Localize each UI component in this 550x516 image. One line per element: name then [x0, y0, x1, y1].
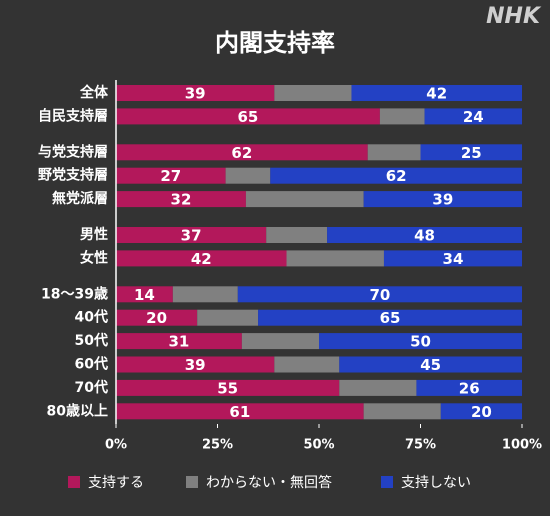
bar-segment	[245, 191, 364, 208]
data-label: 65	[380, 309, 401, 327]
bar-segment	[258, 309, 522, 326]
legend-swatch	[186, 476, 198, 488]
data-label: 50	[410, 333, 431, 351]
chart-title: 内閣支持率	[215, 29, 335, 57]
data-label: 65	[238, 108, 259, 126]
y-tick-label: 男性	[80, 226, 108, 243]
bar-segment	[363, 191, 522, 208]
data-label: 20	[146, 309, 167, 327]
y-tick-label: 70代	[75, 379, 108, 396]
bar-segment	[274, 356, 340, 373]
y-tick-label: 無党派層	[52, 190, 108, 207]
legend-label: 支持しない	[401, 475, 471, 491]
data-label: 39	[185, 356, 206, 374]
y-tick-label: 40代	[75, 309, 108, 326]
x-tick-label: 50%	[303, 438, 334, 453]
bar-segment	[116, 379, 340, 396]
bar-segment	[116, 250, 287, 267]
y-tick-label: 野党支持層	[38, 167, 108, 184]
bar-segment	[383, 250, 522, 267]
data-label: 37	[181, 227, 202, 245]
bar-segment	[116, 286, 173, 303]
legend-label: 支持する	[88, 475, 144, 491]
data-label: 32	[171, 191, 192, 209]
data-label: 42	[191, 250, 212, 268]
data-label: 55	[217, 379, 238, 397]
data-label: 62	[231, 144, 252, 162]
bar-segment	[116, 309, 198, 326]
legend-label: わからない・無回答	[206, 474, 332, 491]
x-tick-label: 100%	[502, 438, 542, 453]
data-label: 61	[229, 403, 250, 421]
bar-segment	[416, 379, 522, 396]
bar-segment	[116, 333, 242, 350]
data-label: 14	[134, 286, 155, 304]
bar-segment	[197, 309, 259, 326]
bar-segment	[241, 333, 319, 350]
y-tick-label: 50代	[75, 332, 108, 349]
y-tick-label: 与党支持層	[38, 143, 108, 160]
x-tick-label: 0%	[105, 438, 127, 453]
y-tick-label: 女性	[80, 249, 108, 266]
data-label: 26	[459, 379, 480, 397]
x-tick-label: 75%	[405, 438, 436, 453]
data-label: 48	[414, 227, 435, 245]
data-label: 27	[160, 167, 181, 185]
legend-swatch	[381, 476, 393, 488]
data-label: 25	[461, 144, 482, 162]
bar-segment	[116, 191, 246, 208]
bar-segment	[116, 85, 275, 101]
bar-segment	[225, 167, 271, 184]
y-tick-label: 80歳以上	[47, 402, 108, 419]
bar-segment	[339, 379, 417, 396]
data-label: 70	[369, 286, 390, 304]
bar-segment	[270, 167, 522, 184]
bar-segment	[367, 144, 421, 161]
data-label: 45	[420, 356, 441, 374]
y-tick-label: 18〜39歳	[41, 285, 108, 302]
bar-segment	[319, 333, 522, 350]
bar-segment	[351, 85, 522, 101]
y-tick-label: 60代	[75, 356, 108, 373]
bar-segment	[274, 85, 352, 101]
data-label: 34	[443, 250, 464, 268]
data-label: 20	[471, 403, 492, 421]
bar-segment	[116, 167, 226, 184]
bar-segment	[286, 250, 384, 267]
logo: NHK	[486, 4, 542, 29]
y-tick-label: 自民支持層	[38, 107, 108, 124]
bar-segment	[172, 286, 238, 303]
x-tick-label: 25%	[202, 438, 233, 453]
bar-segment	[440, 403, 522, 420]
bar-segment	[363, 403, 441, 420]
bar-segment	[116, 227, 267, 243]
legend-swatch	[68, 476, 80, 488]
bar-segment	[266, 227, 328, 243]
bar-segment	[379, 108, 425, 125]
bar-segment	[116, 403, 364, 420]
data-label: 42	[426, 85, 447, 103]
data-label: 39	[432, 191, 453, 209]
data-label: 62	[386, 167, 407, 185]
data-label: 31	[168, 333, 189, 351]
bar-segment	[116, 144, 368, 161]
data-label: 24	[463, 108, 484, 126]
bar-segment	[237, 286, 523, 303]
bar-segment	[327, 227, 522, 243]
bar-segment	[116, 108, 380, 125]
bar-segment	[420, 144, 522, 161]
bar-segment	[424, 108, 522, 125]
bar-segment	[339, 356, 522, 373]
data-label: 39	[185, 85, 206, 103]
y-tick-label: 全体	[79, 84, 109, 101]
bar-segment	[116, 356, 275, 373]
